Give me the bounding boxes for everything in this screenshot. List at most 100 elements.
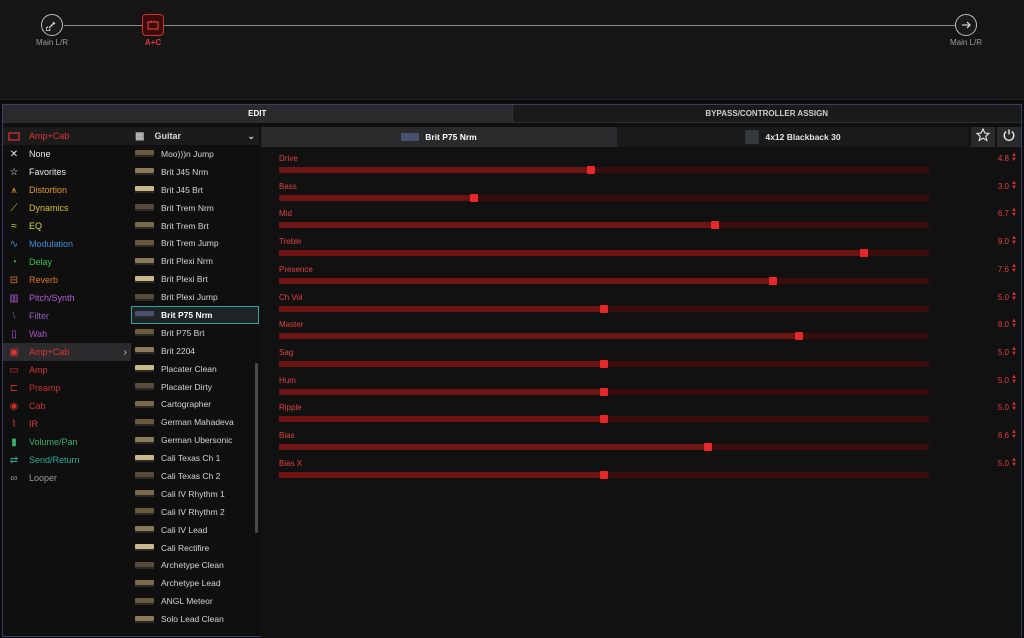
model-item[interactable]: Archetype Lead [131,574,259,592]
category-header[interactable]: Amp+Cab [3,127,131,145]
param-value[interactable]: 8.0 [997,320,1009,330]
model-item[interactable]: Cartographer [131,395,259,413]
model-list-scrollbar[interactable] [255,363,258,533]
category-item-eq[interactable]: ≈ EQ [3,217,131,235]
up-down-arrows-icon[interactable]: ▲ ▼ [1011,152,1017,163]
up-down-arrows-icon[interactable]: ▲ ▼ [1011,373,1017,385]
model-item[interactable]: Placater Clean [131,360,259,378]
tab-amp-model[interactable]: Brit P75 Nrm [261,127,617,147]
param-slider-handle[interactable] [769,276,777,285]
model-item[interactable]: Brit P75 Nrm [131,306,259,324]
category-item-ir[interactable]: ⌇ IR [3,415,131,433]
param-slider-handle[interactable] [710,221,719,230]
param-value[interactable]: 5.0 [997,458,1009,468]
model-item[interactable]: Brit P75 Brt [131,324,259,342]
param-slider[interactable] [279,470,929,479]
model-item[interactable]: Brit Trem Nrm [131,199,259,217]
param-slider-handle[interactable] [587,166,595,174]
model-item[interactable]: ANGL Meteor [131,592,259,610]
bypass-power-button[interactable] [997,127,1021,147]
model-item[interactable]: Cali Texas Ch 2 [131,467,259,485]
param-slider-handle[interactable] [600,470,608,479]
model-item[interactable]: Brit Plexi Jump [131,288,259,306]
model-item[interactable]: Brit J45 Nrm [131,163,259,181]
param-slider-handle[interactable] [600,304,608,313]
param-slider[interactable] [279,193,929,202]
category-item-none[interactable]: ✕ None [3,145,131,163]
tab-bypass-controller-assign[interactable]: BYPASS/CONTROLLER ASSIGN [511,105,1021,123]
param-slider[interactable] [279,221,929,230]
param-value[interactable]: 5.0 [997,347,1009,357]
output-node[interactable]: Main L/R [942,14,990,47]
category-item-preamp[interactable]: ⊏ Preamp [3,379,131,397]
param-slider[interactable] [279,166,929,174]
category-item-dynamics[interactable]: ⟋ Dynamics [3,199,131,217]
param-slider-handle[interactable] [600,359,608,368]
category-item-favorites[interactable]: ☆ Favorites [3,163,131,181]
model-item[interactable]: Cali Rectifire [131,539,259,557]
model-item[interactable]: Brit Trem Jump [131,234,259,252]
tab-edit[interactable]: EDIT [3,105,512,123]
param-slider[interactable] [279,443,929,451]
model-item[interactable]: Brit 2204 [131,342,259,360]
up-down-arrows-icon[interactable]: ▲ ▼ [1011,401,1017,413]
param-value[interactable]: 6.6 [997,431,1009,440]
model-item[interactable]: Archetype Clean [131,556,259,574]
model-item[interactable]: Cali IV Rhythm 2 [131,503,259,521]
up-down-arrows-icon[interactable]: ▲ ▼ [1011,429,1017,440]
category-item-send-return[interactable]: ⇄ Send/Return [3,451,131,469]
up-down-arrows-icon[interactable]: ▲ ▼ [1011,179,1017,191]
up-down-arrows-icon[interactable]: ▲ ▼ [1011,456,1017,468]
param-slider[interactable] [279,276,929,285]
param-slider[interactable] [279,304,929,313]
param-value[interactable]: 5.0 [997,375,1009,385]
model-item[interactable]: Brit J45 Brt [131,181,259,199]
param-slider[interactable] [279,332,929,341]
model-item[interactable]: Brit Trem Brt [131,217,259,235]
param-slider[interactable] [279,249,929,258]
param-value[interactable]: 5.0 [997,292,1009,302]
tab-cab-model[interactable]: 4x12 Blackback 30 [617,127,969,147]
category-item-cab[interactable]: ◉ Cab [3,397,131,415]
param-slider[interactable] [279,359,929,368]
category-item-filter[interactable]: ⧵ Filter [3,307,131,325]
up-down-arrows-icon[interactable]: ▲ ▼ [1011,290,1017,302]
model-list-header[interactable]: ▦ Guitar ⌄ [131,127,259,145]
input-node[interactable]: Main L/R [28,14,76,47]
category-item-looper[interactable]: ∞ Looper [3,469,131,487]
model-item[interactable]: Brit Plexi Brt [131,270,259,288]
param-slider[interactable] [279,415,929,424]
model-item[interactable]: Placater Dirty [131,378,259,396]
model-item[interactable]: Moo)))n Jump [131,145,259,163]
model-item[interactable]: Cali Texas Ch 1 [131,449,259,467]
param-slider-handle[interactable] [860,249,868,258]
category-item-pitch-synth[interactable]: ▥ Pitch/Synth [3,289,131,307]
category-item-reverb[interactable]: ⊟ Reverb [3,271,131,289]
param-slider[interactable] [279,387,929,396]
param-value[interactable]: 7.6 [997,264,1009,274]
category-item-amp-cab[interactable]: ▣ Amp+Cab › [3,343,131,361]
param-slider-handle[interactable] [704,443,712,451]
param-value[interactable]: 5.0 [997,403,1009,413]
param-value[interactable]: 4.8 [997,154,1009,163]
up-down-arrows-icon[interactable]: ▲ ▼ [1011,262,1017,274]
model-item[interactable]: Cali IV Rhythm 1 [131,485,259,503]
param-slider-handle[interactable] [470,193,478,202]
param-value[interactable]: 9.0 [997,237,1009,247]
category-item-wah[interactable]: ▯ Wah [3,325,131,343]
model-item[interactable]: Solo Lead Clean [131,610,259,628]
param-slider-handle[interactable] [600,387,608,396]
model-item[interactable]: Cali IV Lead [131,521,259,539]
param-slider-handle[interactable] [795,332,803,341]
up-down-arrows-icon[interactable]: ▲ ▼ [1011,207,1017,219]
param-slider-handle[interactable] [600,415,608,424]
category-item-volume-pan[interactable]: ▮ Volume/Pan [3,433,131,451]
param-value[interactable]: 6.7 [997,209,1009,219]
model-item[interactable]: German Mahadeva [131,413,259,431]
param-value[interactable]: 3.0 [997,181,1009,191]
category-item-distortion[interactable]: ⩚ Distortion [3,181,131,199]
amp-cab-block[interactable]: A+C [130,14,176,47]
category-item-amp[interactable]: ▭ Amp [3,361,131,379]
category-item-delay[interactable]: ◔ Delay [3,253,131,271]
up-down-arrows-icon[interactable]: ▲ ▼ [1011,235,1017,247]
